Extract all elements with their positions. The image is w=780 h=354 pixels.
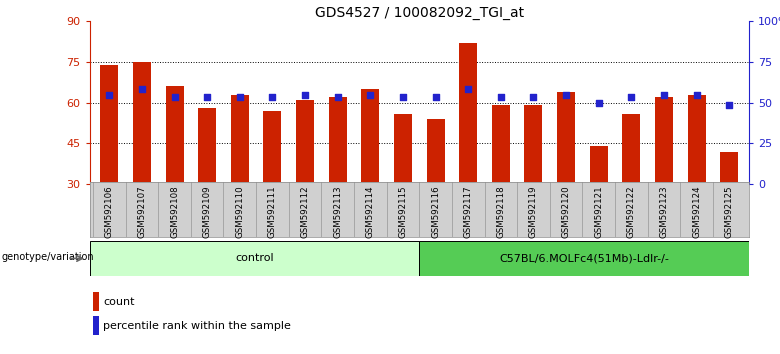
Point [397, 95, 410, 100]
Bar [90, 241, 420, 276]
Point [690, 92, 703, 97]
Point [560, 92, 573, 97]
Text: control: control [235, 253, 274, 263]
Bar [459, 43, 477, 266]
Text: GSM592112: GSM592112 [300, 185, 310, 238]
Text: GSM592123: GSM592123 [659, 185, 668, 238]
Text: GSM592110: GSM592110 [236, 185, 244, 238]
Text: GSM592109: GSM592109 [203, 185, 211, 238]
Bar [198, 108, 216, 266]
Point [364, 92, 377, 97]
Point [332, 95, 344, 100]
Text: GSM592117: GSM592117 [463, 185, 473, 238]
Bar [328, 97, 346, 266]
Bar [394, 114, 412, 266]
Point [723, 103, 736, 108]
Text: percentile rank within the sample: percentile rank within the sample [103, 320, 291, 331]
Text: GSM592121: GSM592121 [594, 185, 603, 238]
Bar [688, 95, 706, 266]
Text: C57BL/6.MOLFc4(51Mb)-Ldlr-/-: C57BL/6.MOLFc4(51Mb)-Ldlr-/- [499, 253, 669, 263]
Point [233, 95, 246, 100]
Title: GDS4527 / 100082092_TGI_at: GDS4527 / 100082092_TGI_at [314, 6, 524, 20]
Bar [720, 152, 738, 266]
Text: genotype/variation: genotype/variation [2, 252, 94, 262]
Point [495, 95, 507, 100]
Point [266, 95, 278, 100]
Point [527, 95, 540, 100]
Bar [133, 62, 151, 266]
Text: GSM592124: GSM592124 [692, 185, 701, 238]
Text: GSM592115: GSM592115 [399, 185, 407, 238]
Bar [93, 292, 99, 311]
Bar [101, 65, 119, 266]
Point [103, 92, 115, 97]
Bar [93, 316, 99, 335]
Bar [231, 95, 249, 266]
Point [625, 95, 637, 100]
Text: GSM592106: GSM592106 [105, 185, 114, 238]
Bar [655, 97, 673, 266]
Bar [296, 100, 314, 266]
Text: GSM592107: GSM592107 [137, 185, 147, 238]
Point [136, 86, 148, 92]
Bar [524, 105, 542, 266]
Bar [622, 114, 640, 266]
Point [201, 95, 214, 100]
Text: GSM592113: GSM592113 [333, 185, 342, 238]
Text: GSM592120: GSM592120 [562, 185, 571, 238]
Text: GSM592119: GSM592119 [529, 185, 538, 238]
Bar [420, 241, 749, 276]
Point [593, 100, 605, 105]
Bar [557, 92, 575, 266]
Point [429, 95, 441, 100]
Bar [492, 105, 510, 266]
Text: GSM592111: GSM592111 [268, 185, 277, 238]
Text: GSM592118: GSM592118 [496, 185, 505, 238]
Bar [427, 119, 445, 266]
Point [658, 92, 670, 97]
Text: GSM592125: GSM592125 [725, 185, 734, 238]
Point [168, 95, 181, 100]
Text: GSM592114: GSM592114 [366, 185, 375, 238]
Bar [264, 111, 282, 266]
Text: GSM592122: GSM592122 [627, 185, 636, 238]
Text: count: count [103, 297, 134, 307]
Text: GSM592116: GSM592116 [431, 185, 440, 238]
Bar [590, 146, 608, 266]
Point [462, 86, 474, 92]
Bar [165, 86, 183, 266]
Text: GSM592108: GSM592108 [170, 185, 179, 238]
Point [299, 92, 311, 97]
Bar [361, 89, 379, 266]
